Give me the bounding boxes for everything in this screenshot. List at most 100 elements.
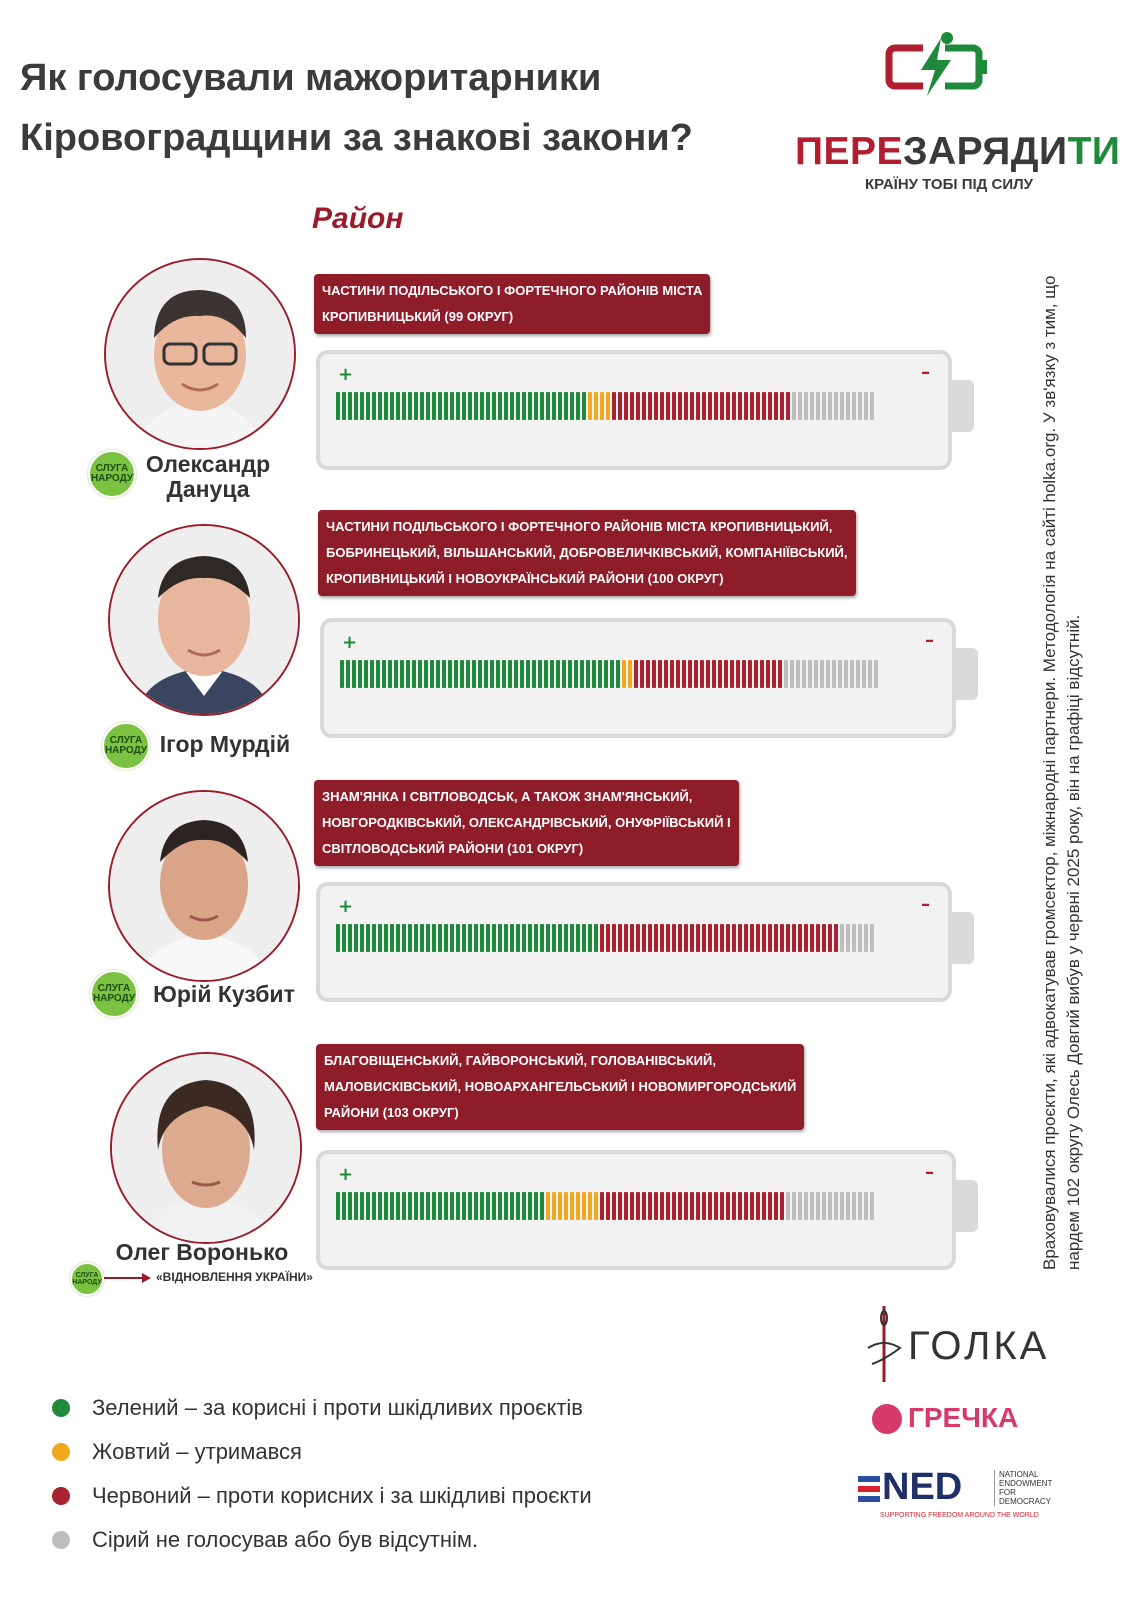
- grey-vote-bar: [810, 392, 814, 420]
- plus-sign: +: [338, 896, 354, 917]
- vote-battery: + –: [316, 1150, 978, 1270]
- red-vote-bar: [630, 1192, 634, 1220]
- deputy-name: Ігор Мурдій: [159, 731, 291, 757]
- deputy-photo: [108, 790, 300, 982]
- green-vote-bar: [496, 660, 500, 688]
- green-vote-bar: [498, 392, 502, 420]
- red-vote-bar: [786, 924, 790, 952]
- red-vote-bar: [640, 660, 644, 688]
- yellow-vote-bar: [582, 1192, 586, 1220]
- red-vote-bar: [624, 392, 628, 420]
- red-vote-bar: [600, 1192, 604, 1220]
- green-vote-bar: [444, 392, 448, 420]
- red-vote-bar: [688, 660, 692, 688]
- red-vote-bar: [834, 924, 838, 952]
- green-vote-bar: [366, 392, 370, 420]
- red-vote-bar: [828, 924, 832, 952]
- red-vote-bar: [624, 1192, 628, 1220]
- green-vote-bar: [498, 1192, 502, 1220]
- green-vote-bar: [346, 660, 350, 688]
- green-vote-bar: [448, 660, 452, 688]
- minus-sign: –: [921, 894, 930, 915]
- red-vote-bar: [678, 1192, 682, 1220]
- red-vote-bar: [744, 1192, 748, 1220]
- red-vote-bar: [670, 660, 674, 688]
- green-vote-bar: [336, 1192, 340, 1220]
- arrow-right-icon: [104, 1273, 151, 1283]
- plus-sign: +: [342, 632, 358, 653]
- grey-vote-bar: [852, 924, 856, 952]
- logo-tagline: КРАЇНУ ТОБІ ПІД СИЛУ: [865, 176, 1033, 193]
- green-vote-bar: [390, 392, 394, 420]
- green-vote-bar: [384, 1192, 388, 1220]
- green-vote-bar: [408, 924, 412, 952]
- grey-vote-bar: [798, 1192, 802, 1220]
- green-vote-bar: [364, 660, 368, 688]
- party-badge-sluha-narodu: СЛУГА НАРОДУ: [88, 450, 136, 498]
- red-vote-bar: [810, 924, 814, 952]
- yellow-vote-bar: [600, 392, 604, 420]
- green-dot-icon: [52, 1399, 70, 1417]
- grey-vote-bar: [798, 392, 802, 420]
- grey-vote-bar: [790, 660, 794, 688]
- green-vote-bar: [412, 660, 416, 688]
- red-vote-bar: [678, 392, 682, 420]
- green-vote-bar: [468, 392, 472, 420]
- green-vote-bar: [390, 1192, 394, 1220]
- green-vote-bar: [336, 924, 340, 952]
- grey-vote-bar: [834, 392, 838, 420]
- green-vote-bar: [372, 924, 376, 952]
- red-vote-bar: [676, 660, 680, 688]
- red-vote-bar: [618, 392, 622, 420]
- grey-vote-bar: [870, 924, 874, 952]
- green-vote-bar: [432, 924, 436, 952]
- green-vote-bar: [378, 1192, 382, 1220]
- red-vote-bar: [750, 392, 754, 420]
- needle-icon: [867, 1306, 902, 1382]
- red-vote-bar: [678, 924, 682, 952]
- green-vote-bar: [510, 392, 514, 420]
- red-vote-bar: [696, 924, 700, 952]
- red-vote-bar: [700, 660, 704, 688]
- party-badge-sluha-narodu: СЛУГА НАРОДУ: [70, 1262, 104, 1296]
- red-vote-bar: [672, 1192, 676, 1220]
- grey-vote-bar: [828, 1192, 832, 1220]
- red-vote-bar: [648, 392, 652, 420]
- green-vote-bar: [376, 660, 380, 688]
- red-vote-bar: [798, 924, 802, 952]
- red-vote-bar: [744, 924, 748, 952]
- red-vote-bar: [756, 1192, 760, 1220]
- green-vote-bar: [558, 392, 562, 420]
- red-vote-bar: [696, 392, 700, 420]
- green-vote-bar: [580, 660, 584, 688]
- red-vote-bar: [724, 660, 728, 688]
- green-vote-bar: [550, 660, 554, 688]
- green-vote-bar: [424, 660, 428, 688]
- red-vote-bar: [654, 392, 658, 420]
- green-vote-bar: [514, 660, 518, 688]
- yellow-vote-bar: [622, 660, 626, 688]
- red-vote-bar: [654, 924, 658, 952]
- grey-vote-bar: [816, 392, 820, 420]
- green-vote-bar: [400, 660, 404, 688]
- red-vote-bar: [766, 660, 770, 688]
- green-vote-bar: [444, 1192, 448, 1220]
- ned-logo: NED NATIONAL ENDOWMENT FOR DEMOCRACY SUPPO…: [858, 1466, 1068, 1526]
- grey-vote-bar: [802, 660, 806, 688]
- red-vote-bar: [738, 392, 742, 420]
- district-label: ЧАСТИНИ ПОДІЛЬСЬКОГО І ФОРТЕЧНОГО РАЙОНІ…: [314, 274, 711, 334]
- battery-cap: [952, 912, 974, 964]
- green-vote-bar: [534, 392, 538, 420]
- green-vote-bar: [526, 660, 530, 688]
- yellow-vote-bar: [588, 1192, 592, 1220]
- green-vote-bar: [568, 660, 572, 688]
- green-vote-bar: [342, 392, 346, 420]
- red-vote-bar: [684, 1192, 688, 1220]
- green-vote-bar: [474, 392, 478, 420]
- deputy-photo: [104, 258, 296, 450]
- green-vote-bar: [528, 1192, 532, 1220]
- red-vote-bar: [666, 1192, 670, 1220]
- grey-vote-bar: [828, 392, 832, 420]
- green-vote-bar: [460, 660, 464, 688]
- green-vote-bar: [336, 392, 340, 420]
